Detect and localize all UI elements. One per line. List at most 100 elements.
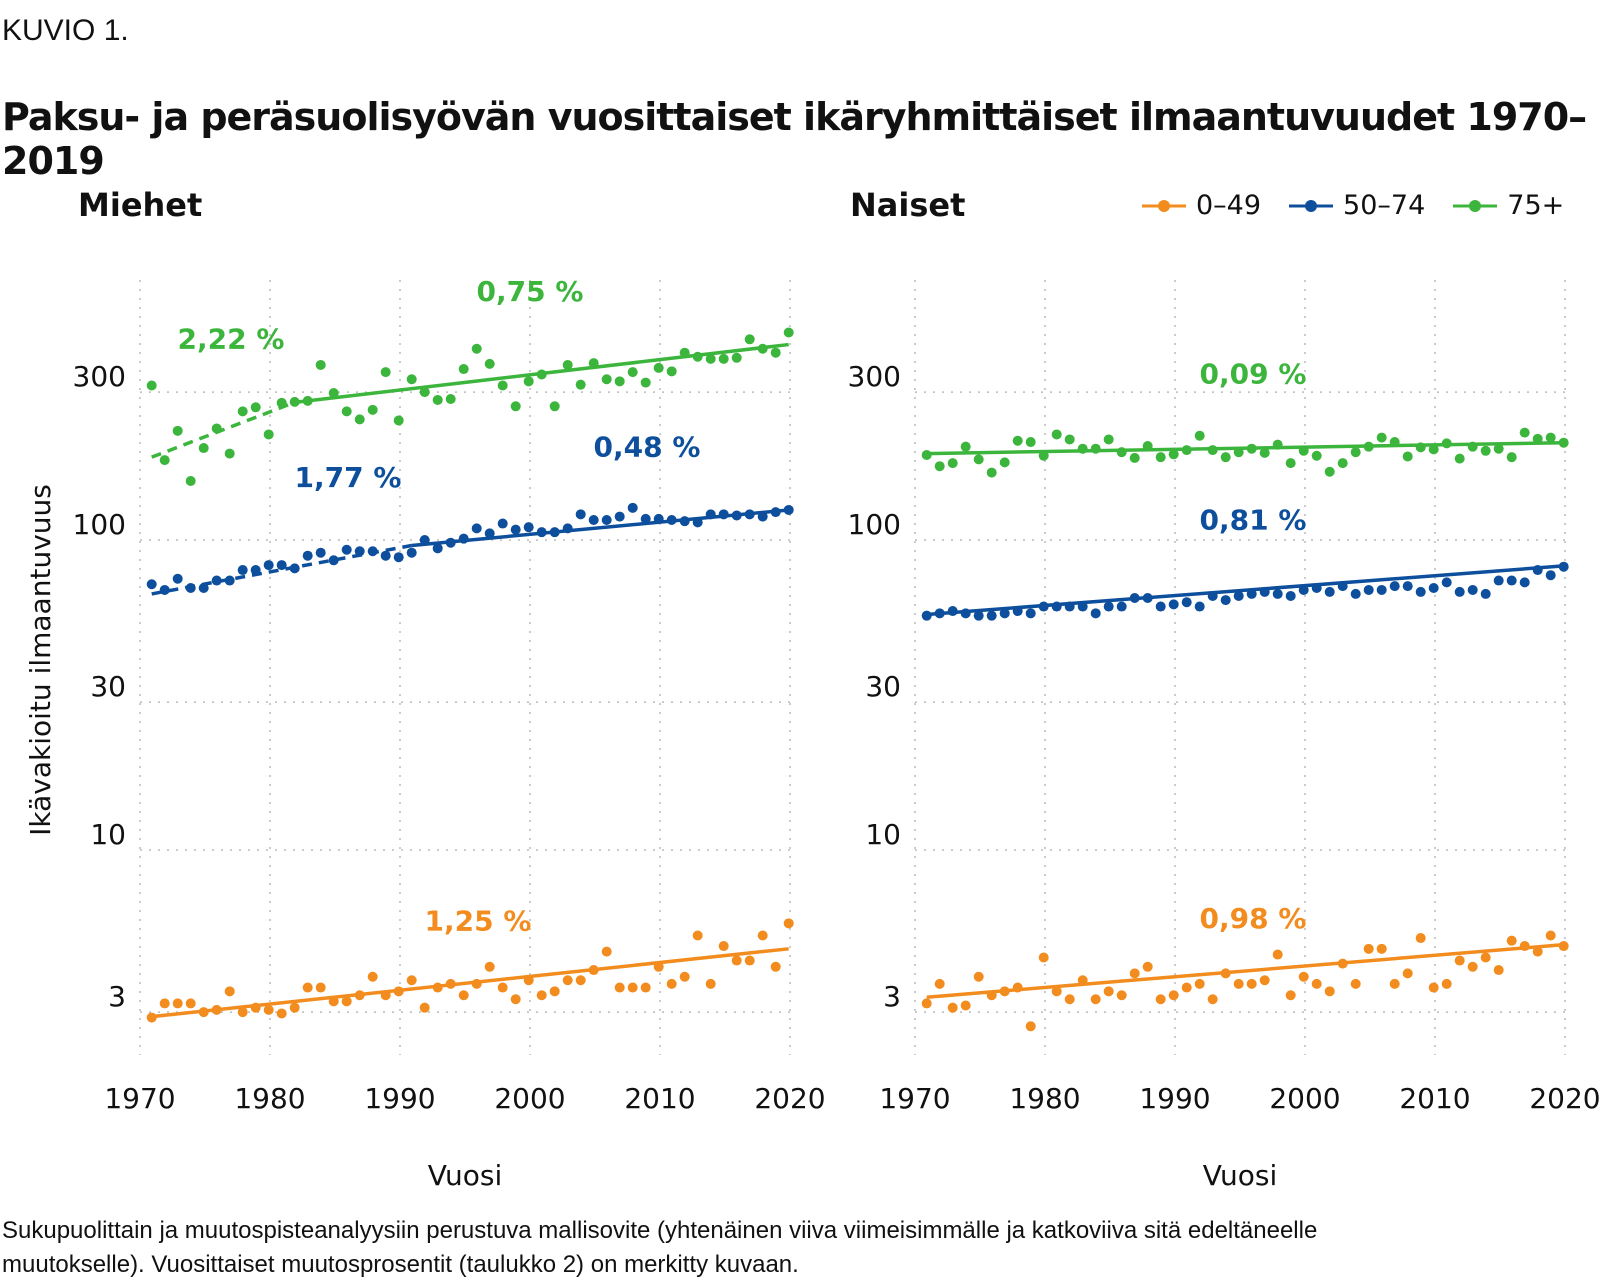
data-point — [393, 552, 404, 563]
data-point — [406, 975, 417, 986]
data-point — [705, 353, 716, 364]
data-point — [1051, 429, 1062, 440]
data-point — [1155, 601, 1166, 612]
y-tick-label: 30 — [865, 670, 901, 703]
data-point — [1025, 608, 1036, 619]
data-point — [770, 961, 781, 972]
data-point — [1506, 935, 1517, 946]
data-point — [1350, 978, 1361, 989]
data-point — [783, 918, 794, 929]
data-point — [1038, 601, 1049, 612]
data-point — [973, 610, 984, 621]
data-point — [627, 367, 638, 378]
data-point — [536, 369, 547, 380]
data-point — [1493, 443, 1504, 454]
panel-title-naiset: Naiset — [850, 186, 966, 224]
data-point — [1181, 445, 1192, 456]
data-point — [484, 528, 495, 539]
data-point — [653, 362, 664, 373]
data-point — [406, 547, 417, 558]
data-point — [211, 575, 222, 586]
data-point — [289, 396, 300, 407]
data-point — [731, 955, 742, 966]
data-point — [1389, 581, 1400, 592]
x-tick-label: 2020 — [754, 1082, 825, 1115]
data-point — [1415, 933, 1426, 944]
change-percent-label: 0,75 % — [477, 275, 584, 308]
data-point — [588, 965, 599, 976]
data-point — [419, 535, 430, 545]
legend-label: 75+ — [1507, 190, 1565, 221]
data-point — [1493, 575, 1504, 586]
data-point — [1142, 961, 1153, 972]
data-point — [185, 998, 196, 1009]
data-point — [1519, 427, 1530, 438]
data-point — [419, 1002, 430, 1013]
data-point — [1272, 588, 1283, 599]
data-point — [1415, 586, 1426, 597]
data-point — [1220, 968, 1231, 979]
data-point — [1207, 994, 1218, 1005]
data-point — [1272, 949, 1283, 960]
data-point — [1051, 986, 1062, 997]
data-point — [263, 1004, 274, 1015]
data-point — [744, 509, 755, 520]
x-tick-label: 2010 — [1399, 1082, 1470, 1115]
data-point — [523, 522, 534, 533]
data-point — [934, 608, 945, 619]
data-point — [1506, 575, 1517, 586]
data-point — [1545, 432, 1556, 443]
data-point — [770, 507, 781, 518]
data-point — [237, 406, 248, 417]
data-point — [986, 610, 997, 621]
data-point — [1233, 447, 1244, 458]
legend-marker-icon — [1289, 199, 1334, 212]
data-point — [1077, 975, 1088, 986]
data-point — [1168, 449, 1179, 460]
data-point — [757, 511, 768, 522]
y-tick-label: 100 — [73, 508, 126, 541]
legend-item-50-74: 50–74 — [1289, 190, 1425, 221]
data-point — [705, 978, 716, 989]
data-point — [1376, 432, 1387, 443]
data-point — [523, 975, 534, 986]
data-point — [380, 367, 391, 378]
data-point — [614, 982, 625, 993]
data-point — [549, 527, 560, 538]
data-point — [1363, 584, 1374, 595]
data-point — [640, 377, 651, 388]
data-point — [1064, 994, 1075, 1005]
chart-title: Paksu- ja peräsuolisyövän vuosittaiset i… — [2, 95, 1587, 183]
data-point — [1025, 437, 1036, 448]
data-point — [276, 397, 287, 408]
data-point — [237, 565, 248, 576]
data-point — [380, 990, 391, 1001]
data-point — [1116, 447, 1127, 458]
data-point — [315, 359, 326, 370]
fit-line-dashed — [151, 400, 296, 459]
data-point — [1246, 443, 1257, 454]
data-point — [999, 986, 1010, 997]
footnote-line: muutokselle). Vuosittaiset muutosprosent… — [2, 1251, 799, 1278]
data-point — [1129, 968, 1140, 979]
data-point — [705, 509, 716, 520]
y-tick-label: 300 — [848, 360, 901, 393]
data-point — [458, 533, 469, 544]
legend-item-75plus: 75+ — [1453, 190, 1564, 221]
data-point — [653, 961, 664, 972]
data-point — [445, 393, 456, 404]
y-tick-label: 10 — [90, 818, 126, 851]
data-point — [1246, 978, 1257, 989]
fit-line-solid — [151, 947, 789, 1019]
data-point — [744, 334, 755, 345]
data-point — [1480, 445, 1491, 456]
data-point — [159, 584, 170, 595]
data-point — [263, 429, 274, 440]
data-point — [341, 544, 352, 555]
change-percent-label: 0,09 % — [1200, 357, 1307, 390]
data-point — [718, 353, 729, 364]
data-point — [497, 982, 508, 993]
y-tick-label: 10 — [865, 818, 901, 851]
data-point — [419, 387, 430, 398]
